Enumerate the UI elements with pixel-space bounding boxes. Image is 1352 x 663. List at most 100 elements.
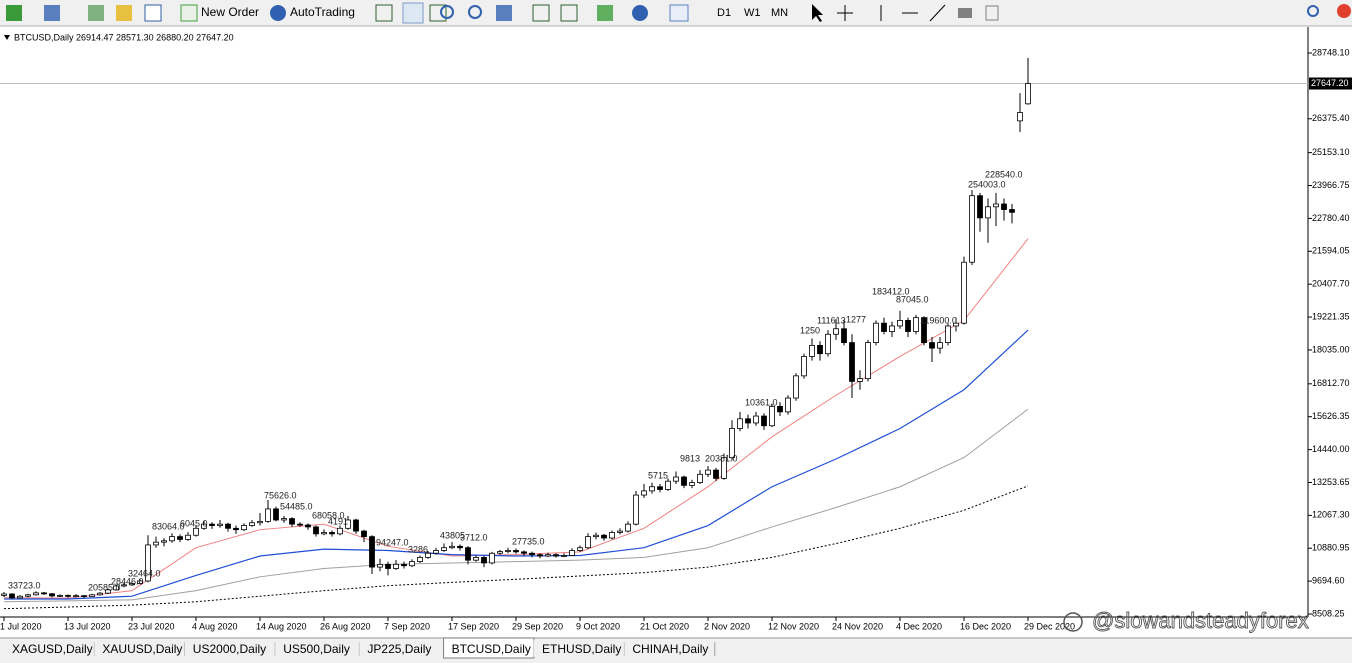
candle-body bbox=[873, 322, 879, 343]
chart-tab[interactable]: XAUUSD,Daily bbox=[102, 642, 182, 656]
candle-body bbox=[425, 552, 431, 558]
search-button[interactable] bbox=[1307, 5, 1319, 17]
candle-body bbox=[377, 563, 383, 568]
chart-tab-bg[interactable] bbox=[184, 640, 276, 657]
candle-body bbox=[457, 545, 463, 549]
x-tick-label: 14 Aug 2020 bbox=[256, 621, 307, 631]
candle-body bbox=[905, 320, 911, 332]
chart-tab-bg[interactable] bbox=[4, 640, 95, 657]
candle-body bbox=[353, 519, 359, 532]
templates-button[interactable] bbox=[669, 4, 689, 22]
candle-chart-button[interactable] bbox=[402, 2, 424, 24]
autotrading-button[interactable]: AutoTrading bbox=[290, 5, 355, 19]
bar-chart-button[interactable] bbox=[375, 4, 393, 22]
y-tick-label: 16812.70 bbox=[1312, 378, 1350, 388]
x-tick-label: 29 Dec 2020 bbox=[1024, 621, 1075, 631]
trade-annotation: 68058.0 bbox=[312, 510, 345, 520]
trade-annotation: 87045.0 bbox=[896, 294, 929, 304]
new-order-icon[interactable] bbox=[180, 4, 198, 22]
trade-annotation: 94247.0 bbox=[376, 537, 409, 547]
watermark: @slowandsteadyforex bbox=[1092, 608, 1309, 633]
chart-tab-bg[interactable] bbox=[624, 640, 715, 657]
candle-body bbox=[689, 482, 695, 486]
trade-annotation: 119600.0 bbox=[920, 315, 957, 325]
candle-body bbox=[441, 547, 447, 551]
candle-body bbox=[393, 563, 399, 569]
trade-annotation: 6045.0 bbox=[180, 518, 208, 528]
navigator-button[interactable] bbox=[116, 5, 132, 21]
chart-tab[interactable]: ETHUSD,Daily bbox=[542, 642, 621, 656]
chart-tab-bg[interactable] bbox=[359, 640, 444, 657]
y-tick-label: 20407.70 bbox=[1312, 279, 1350, 289]
x-tick-label: 1 Jul 2020 bbox=[0, 621, 42, 631]
chart-tab-bg[interactable] bbox=[275, 640, 360, 657]
chart-tab[interactable]: US500,Daily bbox=[283, 642, 350, 656]
chart-tab[interactable]: US2000,Daily bbox=[193, 642, 266, 656]
y-tick-label: 22780.40 bbox=[1312, 213, 1350, 223]
market-watch-button[interactable] bbox=[88, 5, 104, 21]
new-chart-button[interactable] bbox=[6, 5, 22, 21]
profiles-button[interactable] bbox=[44, 5, 60, 21]
chart-tab[interactable]: XAGUSD,Daily bbox=[12, 642, 93, 656]
trade-annotation: 33723.0 bbox=[8, 580, 41, 590]
candle-body bbox=[121, 584, 127, 587]
channel-button[interactable] bbox=[958, 8, 972, 18]
period-button[interactable]: D1 bbox=[717, 7, 731, 19]
chart-tabs: XAGUSD,Daily XAUUSD,Daily US2000,Daily US50… bbox=[0, 637, 1352, 663]
candle-body bbox=[97, 592, 103, 596]
chart-tab[interactable]: CHINAH,Daily bbox=[632, 642, 708, 656]
trade-annotation: 54485.0 bbox=[280, 501, 313, 511]
chart-tab-bg[interactable] bbox=[534, 640, 625, 657]
candle-body bbox=[657, 486, 663, 490]
candle-body bbox=[297, 523, 303, 526]
trade-annotation: 32464.0 bbox=[128, 568, 161, 578]
candle-body bbox=[145, 544, 151, 582]
autoscroll-button[interactable] bbox=[532, 4, 550, 22]
chart-header: BTCUSD,Daily 26914.47 28571.30 26880.20 … bbox=[14, 32, 234, 42]
crosshair-button[interactable] bbox=[837, 5, 853, 21]
candle-body bbox=[753, 415, 759, 424]
cursor-button[interactable] bbox=[812, 4, 823, 22]
chart-tab[interactable]: BTCUSD,Daily bbox=[452, 642, 531, 656]
periods-button[interactable] bbox=[632, 5, 648, 21]
chart-tab[interactable]: JP225,Daily bbox=[367, 642, 431, 656]
line-chart-button[interactable] bbox=[429, 4, 447, 22]
candle-body bbox=[153, 541, 159, 546]
zoom-out-button[interactable] bbox=[468, 5, 482, 19]
chart-tab-bg[interactable] bbox=[94, 640, 185, 657]
trade-annotation: 1277 bbox=[846, 314, 866, 324]
terminal-button[interactable] bbox=[144, 4, 162, 22]
indicators-button[interactable] bbox=[597, 5, 613, 21]
candle-body bbox=[57, 594, 63, 597]
chart-shift-button[interactable] bbox=[560, 4, 578, 22]
candle-body bbox=[289, 518, 295, 525]
candle-body bbox=[249, 522, 255, 526]
candle-body bbox=[969, 195, 975, 263]
candle-body bbox=[473, 557, 479, 561]
period-button[interactable]: W1 bbox=[744, 7, 761, 19]
x-tick-label: 17 Sep 2020 bbox=[448, 621, 499, 631]
new-order-button[interactable]: New Order bbox=[201, 5, 259, 19]
candle-body bbox=[929, 342, 935, 349]
candle-body bbox=[785, 397, 791, 413]
candle-body bbox=[169, 536, 175, 542]
fibo-button[interactable] bbox=[985, 5, 999, 21]
candle-body bbox=[409, 561, 415, 567]
autotrading-icon[interactable] bbox=[270, 5, 286, 21]
candle-body bbox=[729, 428, 735, 459]
chart-menu-arrow[interactable] bbox=[4, 35, 10, 40]
trendline-button[interactable] bbox=[929, 4, 946, 22]
candle-body bbox=[481, 557, 487, 564]
candle-body bbox=[673, 476, 679, 482]
candle-body bbox=[921, 317, 927, 343]
candle-body bbox=[417, 557, 423, 562]
tile-button[interactable] bbox=[496, 5, 512, 21]
candle-body bbox=[9, 593, 15, 599]
period-button[interactable]: MN bbox=[771, 7, 788, 19]
zoom-in-button[interactable] bbox=[440, 5, 454, 19]
candle-body bbox=[777, 405, 783, 413]
y-tick-label: 23966.75 bbox=[1312, 180, 1350, 190]
candle-body bbox=[257, 520, 263, 524]
notifications-button[interactable] bbox=[1337, 4, 1351, 18]
trade-annotation: 228540.0 bbox=[985, 169, 1023, 179]
